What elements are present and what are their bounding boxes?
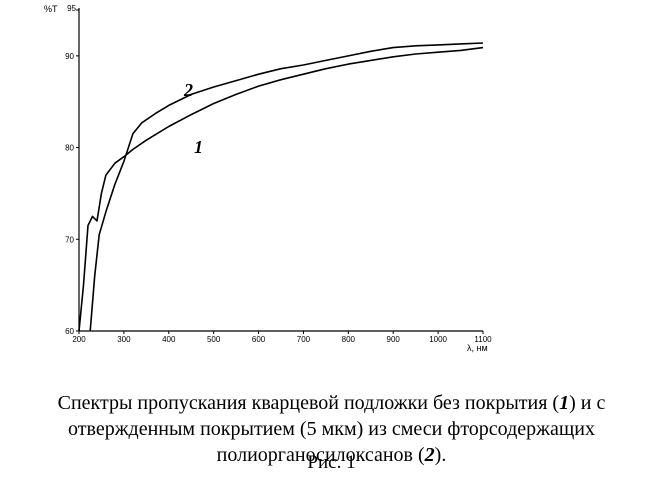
x-tick-label: 500 xyxy=(207,335,221,344)
caption-line-1: Спектры пропускания кварцевой подложки б… xyxy=(0,390,663,416)
x-axis-label: λ, нм xyxy=(467,343,488,353)
x-tick-label: 200 xyxy=(72,335,86,344)
x-tick-label: 1000 xyxy=(429,335,447,344)
y-tick-label: 80 xyxy=(65,144,74,153)
y-tick-label: 90 xyxy=(65,52,74,61)
x-tick-label: 800 xyxy=(342,335,356,344)
figure-label: Рис. 1 xyxy=(0,452,663,474)
series-line-1 xyxy=(79,48,483,331)
series-lines xyxy=(79,43,483,331)
y-tick-label: 95 xyxy=(67,4,76,13)
series-line-2 xyxy=(90,43,483,331)
x-ticks: 20030040050060070080090010001100 xyxy=(72,331,492,344)
x-tick-label: 300 xyxy=(117,335,131,344)
caption-line-2: отвержденным покрытием (5 мкм) из смеси … xyxy=(0,416,663,442)
x-tick-label: 600 xyxy=(252,335,266,344)
x-tick-label: 400 xyxy=(162,335,176,344)
y-axis-label: %T xyxy=(44,4,58,14)
y-tick-label: 70 xyxy=(65,235,74,244)
x-tick-label: 900 xyxy=(387,335,401,344)
y-ticks: 6070809095 xyxy=(65,4,79,336)
curve-1-label: 1 xyxy=(194,137,203,157)
transmission-chart: 6070809095 20030040050060070080090010001… xyxy=(0,0,663,360)
x-tick-label: 700 xyxy=(297,335,311,344)
curve-2-label: 2 xyxy=(183,80,193,100)
